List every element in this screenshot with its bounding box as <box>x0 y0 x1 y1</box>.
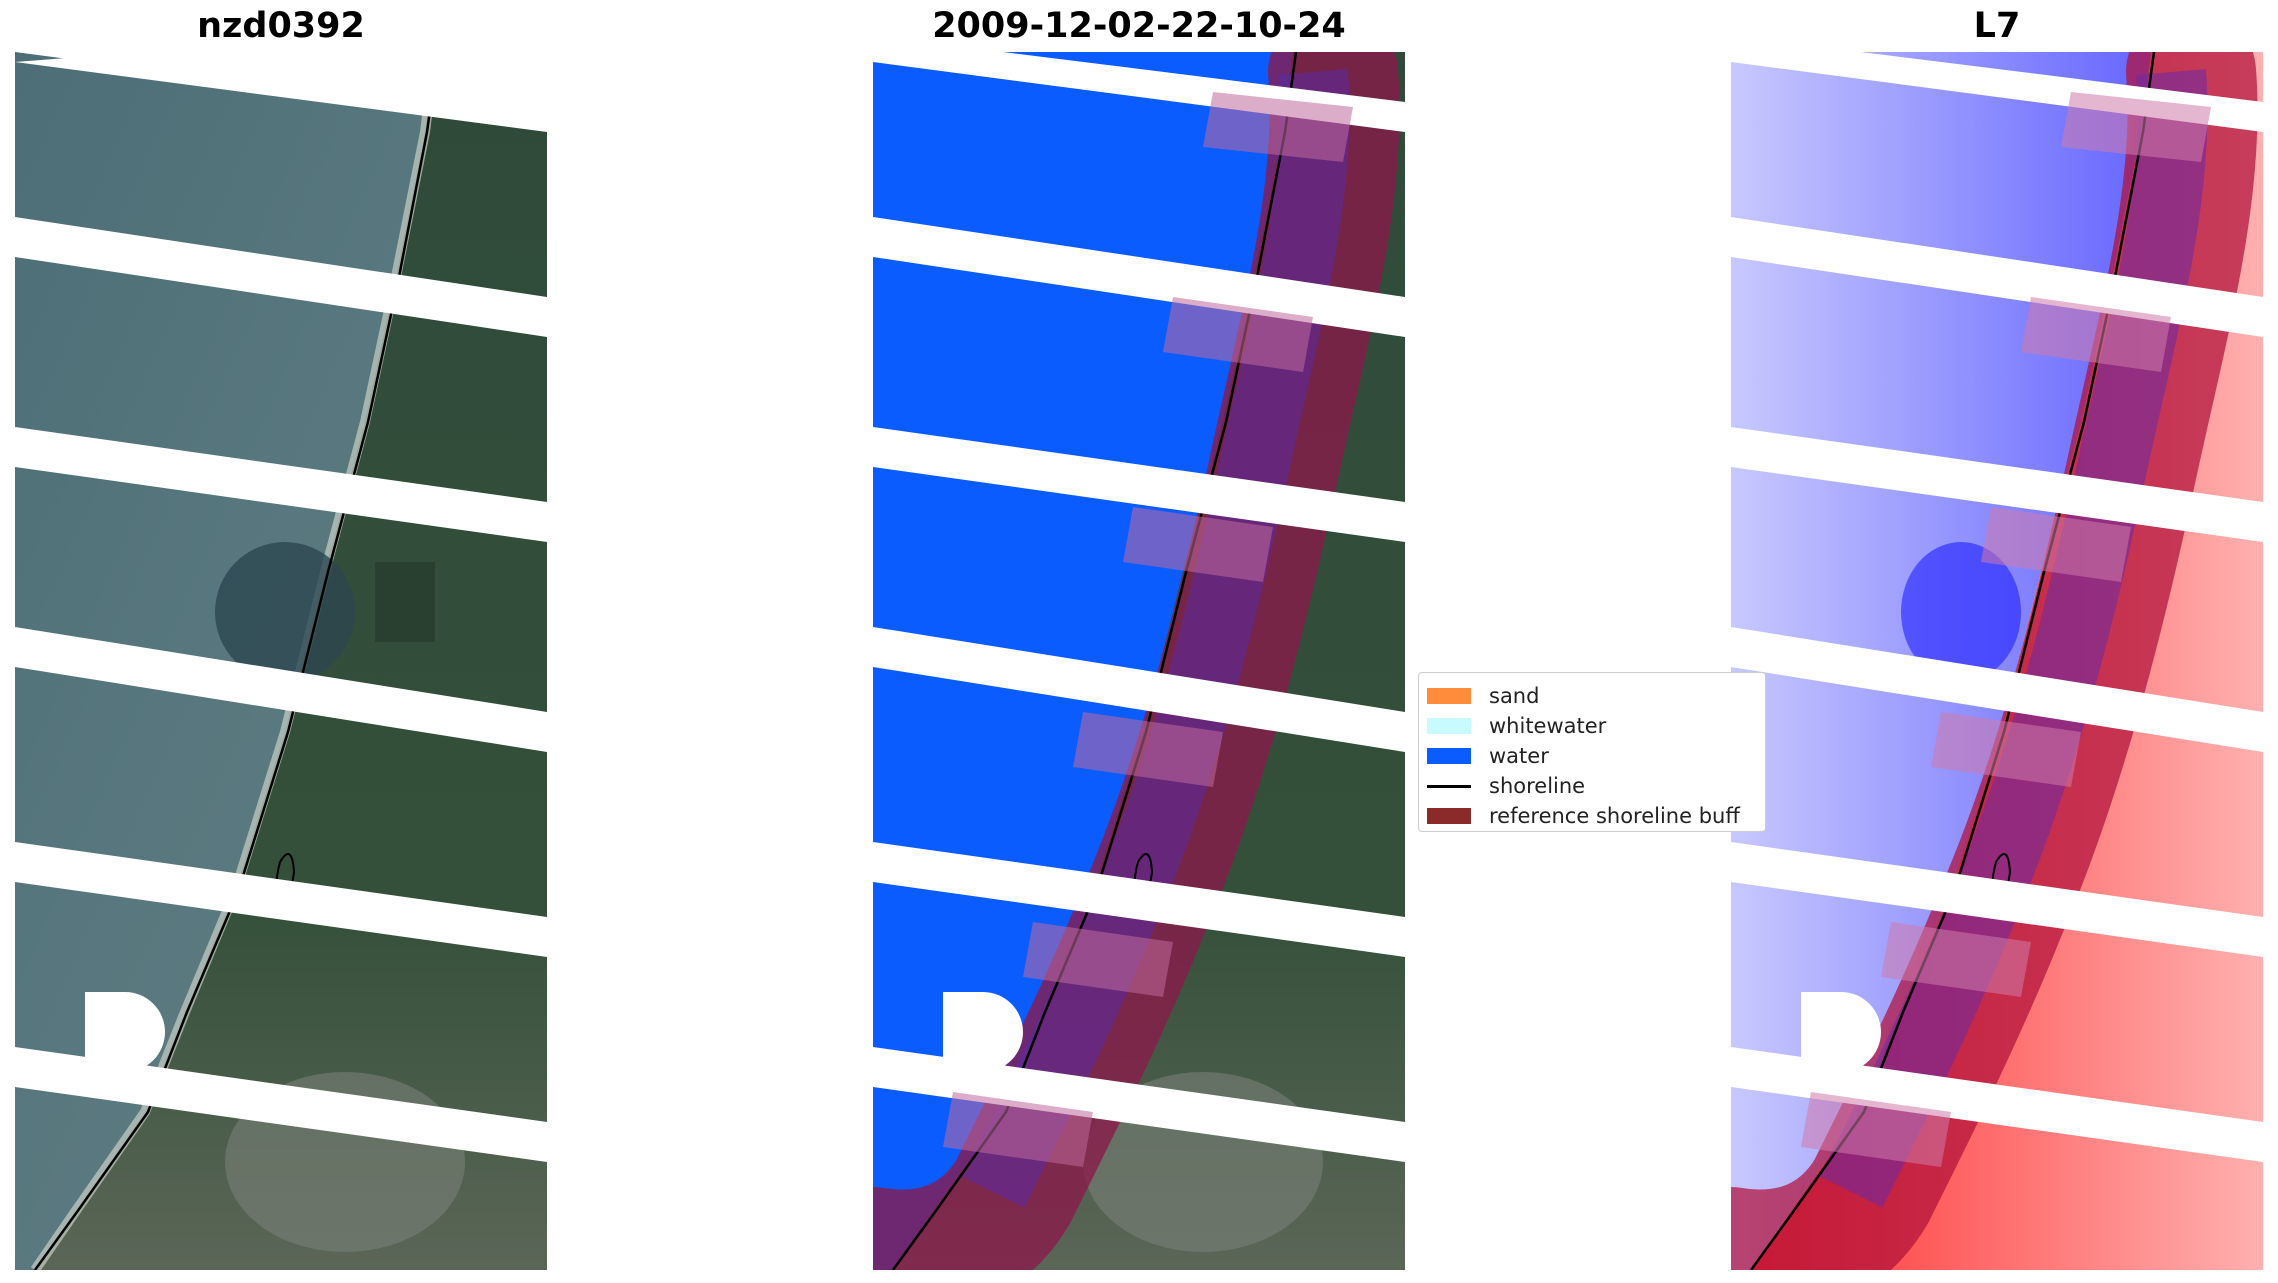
legend-swatch-sand <box>1427 688 1471 704</box>
panel-title-classified: 2009-12-02-22-10-24 <box>932 6 1346 46</box>
legend-label: water <box>1489 744 1549 768</box>
rgb-image-panel <box>15 52 547 1270</box>
legend-item-shoreline: shoreline <box>1427 771 1585 801</box>
panel-title-index: L7 <box>1973 6 2021 46</box>
legend: sand whitewater water shoreline referenc… <box>1418 672 1766 832</box>
legend-line-shoreline <box>1427 784 1471 788</box>
land-area <box>35 52 547 1270</box>
legend-item-reference-buffer: reference shoreline buff <box>1427 801 1740 831</box>
rgb-image <box>15 52 547 1270</box>
scan-gaps <box>15 52 547 1162</box>
index-image <box>1731 52 2263 1270</box>
legend-swatch-reference-buffer <box>1427 808 1471 824</box>
legend-item-water: water <box>1427 741 1549 771</box>
legend-label: whitewater <box>1489 714 1607 738</box>
panel-title-rgb: nzd0392 <box>197 6 365 46</box>
legend-swatch-water <box>1427 748 1471 764</box>
legend-swatch-whitewater <box>1427 718 1471 734</box>
legend-label: shoreline <box>1489 774 1586 798</box>
legend-label: reference shoreline buff <box>1489 804 1740 828</box>
legend-item-whitewater: whitewater <box>1427 711 1606 741</box>
classified-image-panel <box>873 52 1405 1270</box>
index-image-panel <box>1731 52 2263 1270</box>
classified-image <box>873 52 1405 1270</box>
beach-strip <box>30 52 440 1270</box>
legend-label: sand <box>1489 684 1540 708</box>
shoreline <box>33 52 440 1270</box>
legend-item-sand: sand <box>1427 681 1539 711</box>
